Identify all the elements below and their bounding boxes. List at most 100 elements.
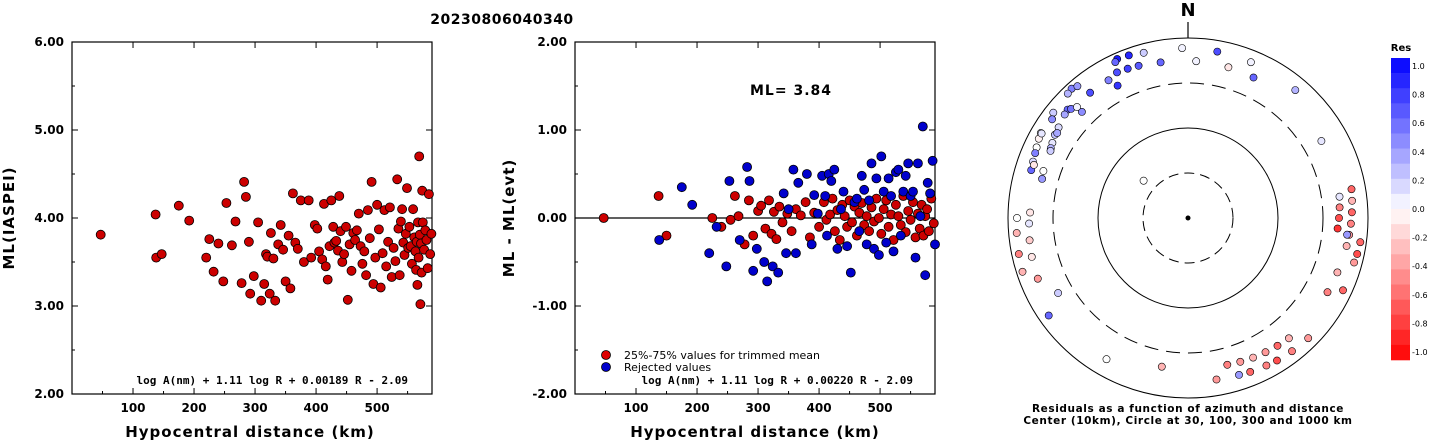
station-magnitude-point	[204, 234, 215, 245]
rejected-residual-point	[874, 250, 884, 260]
y-tick-label: 6.00	[34, 35, 64, 49]
y-tick-label: -1.00	[532, 299, 567, 313]
station-residual-dot	[1223, 360, 1232, 369]
rejected-residual-point	[836, 204, 846, 215]
rejected-residual-point	[922, 177, 933, 188]
rejected-residual-point	[704, 248, 715, 259]
trimmed-residual-point	[922, 204, 932, 215]
station-residual-dot	[1063, 89, 1072, 98]
rejected-residual-point	[676, 182, 687, 193]
x-tick-label: 300	[746, 401, 771, 415]
station-residual-dot	[1333, 268, 1342, 277]
trimmed-residual-point	[928, 218, 939, 229]
station-magnitude-point	[275, 220, 286, 230]
rejected-residual-point	[744, 176, 755, 186]
rejected-residual-point	[781, 248, 791, 259]
station-residual-dot	[1038, 174, 1046, 183]
station-residual-dot	[1018, 267, 1027, 276]
rejected-residual-point	[767, 261, 778, 272]
rejected-residual-point	[845, 267, 856, 278]
colorbar-tick-label: -0.6	[1412, 291, 1428, 300]
rejected-residual-point	[793, 177, 804, 188]
station-magnitude-point	[346, 265, 357, 276]
station-residual-dot	[1124, 51, 1133, 60]
station-magnitude-point	[278, 244, 289, 255]
rejected-residual-point	[742, 162, 752, 172]
colorbar-cell	[1391, 133, 1410, 149]
trimmed-residual-point	[814, 221, 824, 232]
rejected-residual-point	[832, 243, 843, 254]
station-residual-dot	[1039, 167, 1048, 175]
colorbar-tick-label: -0.4	[1412, 262, 1428, 271]
station-magnitude-point	[326, 195, 337, 206]
station-residual-dot	[1025, 236, 1034, 245]
station-residual-dot	[1335, 214, 1343, 222]
station-residual-dot	[1285, 334, 1293, 343]
station-magnitude-point	[390, 256, 401, 267]
x-tick-label: 400	[807, 401, 832, 415]
station-magnitude-point	[270, 295, 281, 306]
colorbar-cell	[1391, 209, 1410, 225]
x-tick-label: 100	[623, 401, 648, 415]
ml-y-axis-label: ML(IASPEI)	[0, 166, 18, 269]
trimmed-residual-point	[725, 214, 736, 225]
rejected-residual-point	[809, 190, 820, 201]
station-residual-points	[1012, 44, 1365, 384]
station-residual-dot	[1224, 63, 1233, 72]
rejected-residual-point	[920, 270, 931, 281]
colorbar-cells	[1391, 58, 1410, 361]
rejected-residual-point	[826, 176, 837, 186]
trimmed-residual-point	[825, 209, 835, 220]
station-residual-dot	[1304, 334, 1313, 343]
station-residual-dot	[1060, 110, 1069, 119]
ml-plot-axes: 100 200 300 400 500 2.00 3.00 4.00 5.00 6.00	[34, 35, 432, 415]
colorbar-cell	[1391, 314, 1410, 331]
rejected-residual-point	[822, 230, 832, 241]
rejected-residual-point	[734, 235, 745, 245]
station-residual-dot	[1113, 68, 1121, 77]
y-tick-label: 4.00	[34, 211, 64, 225]
station-magnitude-point	[221, 198, 232, 208]
station-magnitude-point	[373, 224, 384, 235]
station-residual-dot	[1044, 311, 1053, 320]
station-magnitude-point	[395, 216, 406, 227]
rejected-residual-point	[913, 158, 923, 169]
station-magnitude-point	[243, 236, 254, 247]
colorbar-tick-label: 1.0	[1412, 62, 1425, 71]
station-residual-dot	[1178, 44, 1186, 52]
rejected-residual-point	[878, 186, 889, 197]
polar-caption-line2: Center (10km), Circle at 30, 100, 300 an…	[1023, 415, 1352, 427]
ml-formula: log A(nm) + 1.11 log R + 0.00189 R - 2.0…	[136, 374, 408, 387]
station-residual-dot	[1156, 58, 1165, 67]
residual-vs-distance-panel: 100 200 300 400 500 -2.00 -1.00 0.00 1.00 2.00 ML…	[500, 35, 940, 441]
x-tick-label: 500	[365, 401, 390, 415]
residual-x-axis-label: Hypocentral distance (km)	[630, 423, 880, 441]
station-residual-dot	[1335, 192, 1344, 201]
station-residual-dot	[1014, 250, 1023, 258]
station-residual-dot	[1049, 108, 1058, 117]
station-residual-dot	[1025, 219, 1033, 228]
station-magnitude-point	[287, 188, 298, 199]
legend-label-rejected: Rejected values	[624, 361, 711, 374]
station-magnitude-point	[240, 191, 251, 202]
colorbar-ticks: 1.0 0.8 0.6 0.4 0.2 0.0 -0.2 -0.4 -0.6 -0.8 -1.0	[1412, 62, 1428, 357]
rejected-residual-point	[895, 230, 906, 241]
residual-plot-axes: 100 200 300 400 500 -2.00 -1.00 0.00 1.00 2.00	[532, 35, 935, 415]
rejected-residual-point	[903, 158, 914, 169]
station-magnitude-point	[337, 257, 348, 267]
rejected-residual-point	[751, 243, 762, 254]
trimmed-residual-point	[905, 214, 916, 225]
station-magnitude-point	[320, 261, 331, 272]
colorbar-tick-label: -1.0	[1412, 348, 1428, 357]
station-magnitude-point	[425, 249, 436, 260]
colorbar-cell	[1391, 163, 1410, 180]
x-tick-label: 100	[120, 401, 145, 415]
trimmed-residual-point	[800, 197, 811, 208]
station-residual-dot	[1026, 208, 1034, 217]
station-residual-dot	[1104, 76, 1113, 85]
rejected-residual-point	[915, 211, 926, 222]
station-magnitude-point	[184, 215, 195, 226]
x-tick-label: 400	[304, 401, 329, 415]
trimmed-residual-point	[891, 199, 901, 210]
